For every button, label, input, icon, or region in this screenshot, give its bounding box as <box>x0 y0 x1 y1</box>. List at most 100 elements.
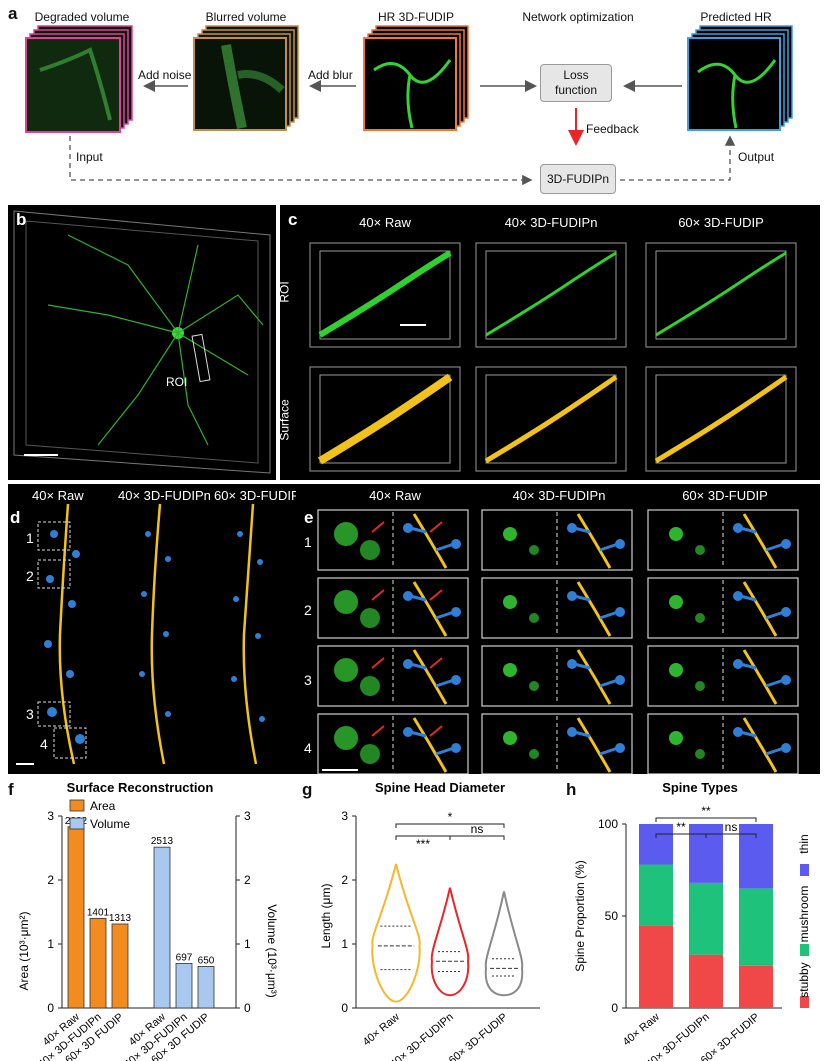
h-legend-label: stubby <box>797 962 811 997</box>
d-col-fudip: 60× 3D-FUDIP <box>214 488 300 503</box>
f-bar-label: 1313 <box>109 913 132 924</box>
e-row-4: 4 <box>304 740 312 756</box>
panel-label-a: a <box>8 4 18 23</box>
e-spine-head <box>781 675 791 685</box>
c-row-surface: Surface <box>277 399 292 441</box>
e-spine-head <box>733 727 743 737</box>
input-label: Input <box>76 150 103 164</box>
e-fluor-blob <box>360 540 380 560</box>
h-legend-swatch <box>800 996 809 1008</box>
panel-label-f: f <box>8 780 14 799</box>
panel-e-grid: 40× Raw 40× 3D-FUDIPn 60× 3D-FUDIP 1 2 3… <box>296 484 820 774</box>
g-sig-bracket <box>395 823 505 828</box>
e-fluor-blob <box>503 663 517 677</box>
e-red-arrow <box>429 589 443 601</box>
e-col-fudip: 60× 3D-FUDIP <box>682 488 768 503</box>
f-bar-label: 697 <box>176 952 193 963</box>
e-spine-neck <box>435 542 455 552</box>
g-sig-label: * <box>448 810 453 824</box>
h-sig-bracket <box>705 833 757 838</box>
f-bar <box>175 962 193 1009</box>
e-red-arrow <box>371 725 385 737</box>
roi-surface-renders <box>309 242 797 472</box>
hr-volume-label: HR 3D-FUDIP <box>377 10 454 24</box>
h-ytick-label: 0 <box>611 1001 618 1015</box>
panel-label-b: b <box>16 210 27 229</box>
e-spine-head <box>781 607 791 617</box>
c-col-fudip: 60× 3D-FUDIP <box>678 215 764 230</box>
e-col-fudipn: 40× 3D-FUDIPn <box>512 488 606 503</box>
panel-label-e: e <box>304 508 314 527</box>
f-bar-label: 2513 <box>151 836 174 847</box>
h-legend-swatch <box>800 944 809 956</box>
e-dendrite <box>576 717 612 773</box>
e-spine-head <box>733 591 743 601</box>
f-ytick-label: 2 <box>47 873 54 887</box>
h-sig-label: ns <box>725 820 738 834</box>
panel-c-grid: 40× Raw 40× 3D-FUDIPn 60× 3D-FUDIP ROI S… <box>277 205 820 480</box>
g-sig-label: *** <box>416 837 430 851</box>
feedback-label: Feedback <box>586 122 639 136</box>
e-spine-head <box>403 523 413 533</box>
e-spine-head <box>733 659 743 669</box>
loss-function-box: Loss function <box>540 64 612 102</box>
d-col-fudipn: 40× 3D-FUDIPn <box>118 488 211 503</box>
neuron-render <box>13 210 271 474</box>
f-ytick-label: 3 <box>47 809 54 823</box>
panel-label-h: h <box>566 780 577 799</box>
e-spine-head <box>615 743 625 753</box>
e-fluor-blob <box>360 608 380 628</box>
e-dendrite <box>412 649 448 705</box>
e-dendrite <box>742 513 778 569</box>
g-ytick-label: 1 <box>341 937 348 951</box>
e-fluor-blob <box>669 595 683 609</box>
e-dendrite <box>412 581 448 637</box>
e-spine-neck <box>765 746 785 756</box>
g-ylabel: Length (μm) <box>319 884 333 949</box>
g-sig-label: ns <box>471 822 484 836</box>
e-fluor-blob <box>529 681 539 691</box>
output-label: Output <box>738 150 775 164</box>
e-red-arrow <box>429 521 443 533</box>
g-sig-bracket <box>449 835 505 840</box>
e-fluor-blob <box>695 613 705 623</box>
e-fluor-blob <box>503 595 517 609</box>
spine-tiles <box>317 509 799 774</box>
c-row-roi: ROI <box>277 281 292 303</box>
f-y2tick-label: 3 <box>244 809 251 823</box>
e-row-2: 2 <box>304 602 312 618</box>
dendrite-reconstructions <box>16 503 265 765</box>
e-spine-neck <box>435 678 455 688</box>
h-ytick-label: 100 <box>598 817 618 831</box>
e-spine-head <box>615 607 625 617</box>
e-fluor-blob <box>669 731 683 745</box>
chart-h: Spine Types Spine Proportion (%) 0 50 100 4… <box>573 780 811 1061</box>
e-spine-neck <box>599 542 619 552</box>
e-fluor-blob <box>695 749 705 759</box>
d-box-4: 4 <box>40 736 48 752</box>
c-col-raw: 40× Raw <box>359 215 411 230</box>
e-fluor-blob <box>360 676 380 696</box>
e-spine-head <box>451 539 461 549</box>
f-bar <box>153 846 171 1009</box>
e-spine-neck <box>765 610 785 620</box>
blurred-volume-label: Blurred volume <box>205 10 287 24</box>
predicted-cube <box>687 25 793 131</box>
roi-label: ROI <box>166 375 188 389</box>
e-col-raw: 40× Raw <box>369 488 421 503</box>
g-ytick-label: 2 <box>341 873 348 887</box>
f-bar <box>197 965 215 1009</box>
d-box-1: 1 <box>26 530 34 546</box>
e-dendrite <box>576 649 612 705</box>
add-blur-label: Add blur <box>308 68 353 82</box>
h-legend-swatch <box>800 864 809 876</box>
h-legend-label: thin <box>797 834 811 853</box>
f-bar-label: 1401 <box>87 907 110 918</box>
e-fluor-blob <box>529 613 539 623</box>
g-xtick-label: 60× 3D-FUDIP <box>447 1011 510 1061</box>
e-fluor-blob <box>503 731 517 745</box>
h-ytick-label: 50 <box>605 909 619 923</box>
d-box-2: 2 <box>26 568 34 584</box>
e-spine-head <box>733 523 743 533</box>
h-bar-segment <box>639 925 673 1008</box>
